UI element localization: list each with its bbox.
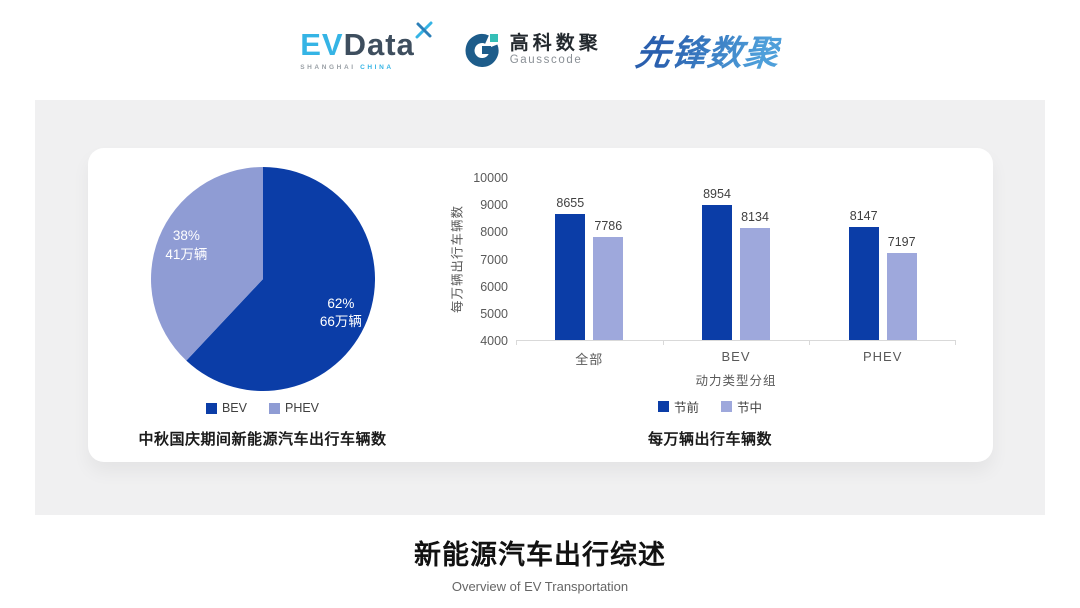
- gausscode-en-text: Gausscode: [509, 54, 583, 67]
- x-category-label: 全部: [575, 352, 604, 367]
- legend-swatch-phev: [268, 402, 280, 414]
- bar-chart: 每万辆出行车辆数 4000 5000 6000 7000 8000 9000 10000 8…: [440, 166, 980, 394]
- y-tick-label: 5000: [480, 306, 508, 321]
- y-tick-label: 10000: [473, 171, 508, 185]
- evdata-ev-text: EV: [300, 27, 344, 62]
- y-axis-ticks: 4000 5000 6000 7000 8000 9000 10000: [464, 171, 508, 348]
- gausscode-wordmark: 高科数聚 Gausscode: [509, 32, 602, 67]
- pie-chart-section: 38% 41万辆 62% 66万辆 BEV PHEV 中秋国庆期间新能源汽车: [98, 148, 428, 462]
- pie-legend: BEV PHEV: [205, 401, 319, 415]
- xianfeng-logo: 先锋数聚: [633, 25, 783, 76]
- pie-slice-label-phev: 38% 41万辆: [165, 228, 208, 262]
- bar-legend-item-during: 节中: [721, 397, 762, 416]
- x-axis-tickmark: [955, 341, 956, 345]
- legend-swatch-pre-holiday: [657, 401, 669, 412]
- evdata-logo: EVData SHANGHAI CHINA: [300, 21, 433, 71]
- bar-chart-section: 每万辆出行车辆数 4000 5000 6000 7000 8000 9000 10000 8…: [428, 148, 993, 462]
- charts-card: 38% 41万辆 62% 66万辆 BEV PHEV 中秋国庆期间新能源汽车: [87, 148, 993, 462]
- logo-bar: EVData SHANGHAI CHINA 高科数聚 Gausscode 先锋数…: [0, 0, 1080, 100]
- pie-chart-title: 中秋国庆期间新能源汽车出行车辆数: [138, 431, 387, 448]
- y-tick-label: 9000: [480, 198, 508, 213]
- bar-legend-item-pre: 节前: [657, 397, 699, 416]
- bar-value-label: 8655: [556, 195, 585, 210]
- pie-slice-bev: [185, 167, 375, 391]
- gausscode-cn-text: 高科数聚: [509, 32, 602, 54]
- y-axis-title: 每万辆出行车辆数: [450, 204, 465, 314]
- bar-value-label: 7197: [887, 235, 916, 250]
- pie-slice-phev: [150, 167, 263, 361]
- x-axis-title: 动力类型分组: [695, 374, 777, 388]
- pie-legend-item-phev: PHEV: [268, 401, 319, 415]
- bar-plot-area: 8655 7786 8954 8134 8147 7197: [516, 178, 956, 345]
- bar-series1-cat0: [593, 237, 624, 340]
- bar-value-label: 7786: [594, 219, 623, 234]
- bar-chart-title: 每万辆出行车辆数: [647, 431, 772, 448]
- gausscode-g-icon: [465, 34, 499, 68]
- gausscode-logo: 高科数聚 Gausscode: [465, 32, 602, 68]
- bar-value-label: 8147: [849, 209, 878, 224]
- pie-slice-label-bev: 62% 66万辆: [319, 295, 362, 329]
- x-category-label: BEV: [721, 349, 751, 364]
- pie-chart: 38% 41万辆 62% 66万辆: [150, 167, 375, 391]
- y-tick-label: 4000: [480, 334, 508, 348]
- y-tick-label: 6000: [480, 279, 508, 294]
- bar-legend: 节前 节中: [657, 397, 762, 416]
- pie-svg: [150, 167, 375, 391]
- x-axis-tickmark: [662, 341, 664, 345]
- legend-swatch-during-holiday: [721, 401, 732, 412]
- x-axis-tickmark: [809, 341, 811, 345]
- y-tick-label: 7000: [480, 252, 508, 267]
- bar-series1-cat2: [886, 253, 917, 340]
- evdata-x-icon: [415, 21, 433, 39]
- x-category-label: PHEV: [862, 349, 903, 364]
- evdata-wordmark: EVData: [300, 21, 433, 62]
- bar-series0-cat0: [555, 213, 586, 340]
- legend-swatch-bev: [205, 402, 217, 414]
- footer: 新能源汽车出行综述 Overview of EV Transportation: [0, 533, 1080, 594]
- bar-value-label: 8134: [741, 209, 769, 224]
- page-subtitle: Overview of EV Transportation: [451, 579, 629, 594]
- bar-value-label: 8954: [703, 187, 731, 202]
- bar-series0-cat2: [848, 227, 879, 340]
- evdata-subtitle: SHANGHAI CHINA: [300, 64, 394, 71]
- evdata-data-text: Data: [343, 27, 415, 62]
- x-axis-tickmark: [516, 341, 517, 345]
- content-panel: 38% 41万辆 62% 66万辆 BEV PHEV 中秋国庆期间新能源汽车: [35, 100, 1045, 515]
- bar-series1-cat1: [740, 227, 770, 340]
- page-title: 新能源汽车出行综述: [414, 540, 666, 570]
- bar-series0-cat1: [702, 205, 732, 340]
- y-tick-label: 8000: [480, 225, 508, 240]
- pie-legend-item-bev: BEV: [205, 401, 247, 415]
